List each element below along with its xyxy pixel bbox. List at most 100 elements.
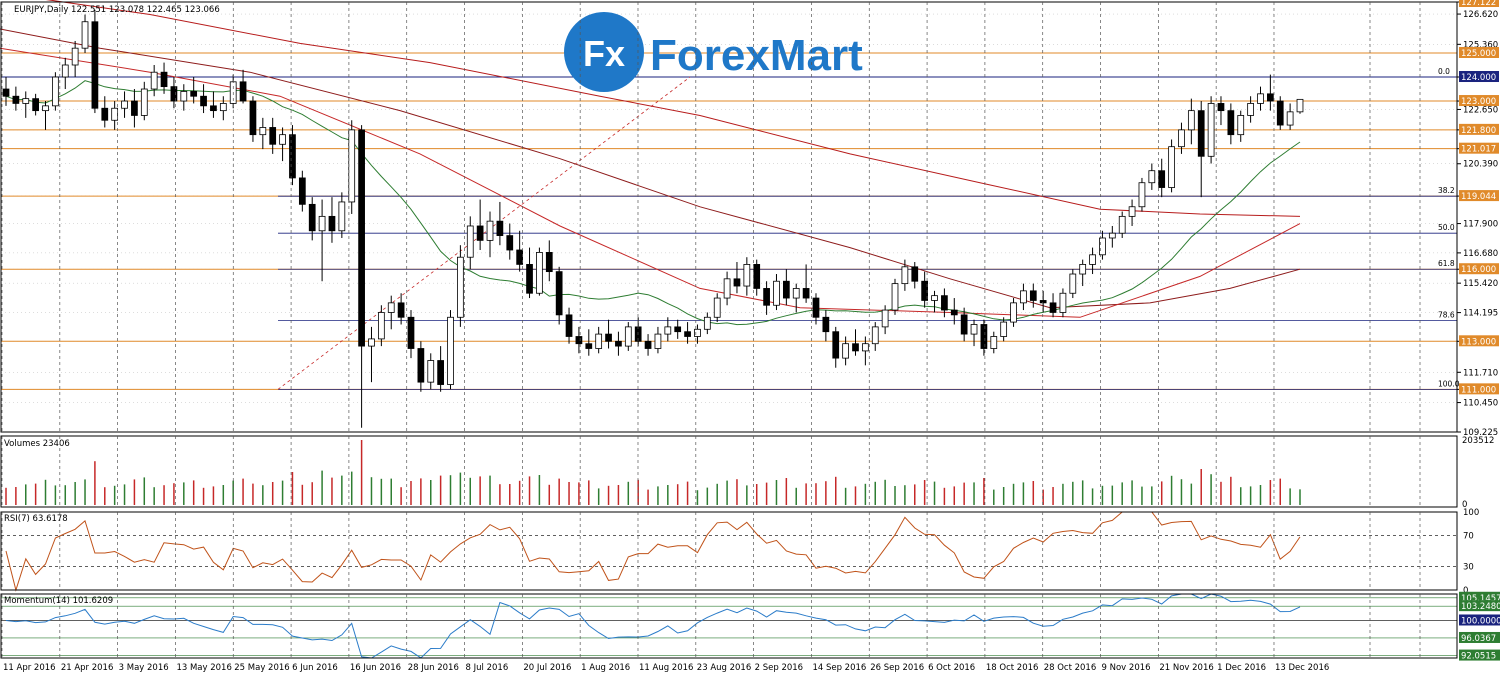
candle-body bbox=[832, 331, 840, 359]
x-tick-label: 11 Aug 2016 bbox=[639, 663, 693, 673]
candle-body bbox=[447, 316, 454, 385]
candle-body bbox=[12, 95, 20, 104]
candle-body bbox=[1296, 98, 1304, 113]
fib-label: 0.0 bbox=[1438, 67, 1450, 76]
candle-body bbox=[338, 201, 346, 232]
candle-body bbox=[506, 235, 514, 251]
fib-label: 38.2 bbox=[1438, 186, 1455, 195]
x-tick-label: 3 May 2016 bbox=[119, 663, 169, 673]
logo-text: ForexMart bbox=[650, 31, 863, 80]
candle-body bbox=[862, 343, 869, 352]
candle-body bbox=[42, 105, 49, 112]
momentum-tag bbox=[1459, 600, 1500, 612]
candle-body bbox=[131, 100, 138, 116]
rsi-tick-label: 30 bbox=[1463, 563, 1474, 573]
candle-body bbox=[1168, 146, 1175, 188]
candle-body bbox=[101, 107, 109, 121]
candle-body bbox=[1118, 215, 1126, 234]
candle-body bbox=[289, 134, 296, 179]
candle-body bbox=[941, 295, 948, 311]
price-pane: 126.620 125.360 124.000 123.000122.650 121.8… bbox=[0, 0, 1499, 438]
candle-body bbox=[980, 324, 988, 349]
price-tick-label: 114.195 bbox=[1463, 309, 1498, 319]
candle-body bbox=[881, 309, 889, 328]
volume-max-label: 203512 bbox=[1462, 436, 1494, 446]
price-tick-label: 122.650 bbox=[1463, 105, 1498, 115]
price-tick-label: 115.420 bbox=[1463, 279, 1498, 289]
rsi-tick-label: 100 bbox=[1463, 508, 1479, 518]
momentum-tag-label: 105.1457 bbox=[1461, 594, 1500, 604]
candle-body bbox=[1138, 182, 1146, 208]
candle-body bbox=[1079, 264, 1087, 275]
candle-body bbox=[210, 105, 217, 112]
candle-body bbox=[595, 333, 603, 349]
level-tag bbox=[1459, 46, 1499, 58]
candle-body bbox=[1069, 273, 1077, 294]
logo-badge-text: Fx bbox=[583, 33, 625, 74]
x-tick-label: 6 Jun 2016 bbox=[292, 663, 338, 673]
candle-body bbox=[1010, 302, 1017, 323]
candle-body bbox=[743, 264, 751, 287]
candle-body bbox=[565, 314, 573, 337]
date-axis: 11 Apr 2016 21 Apr 2016 3 May 2016 13 May 2… bbox=[3, 663, 1329, 673]
level-tag bbox=[1459, 71, 1499, 83]
level-tag-label: 119.044 bbox=[1461, 192, 1496, 202]
candle-body bbox=[555, 271, 563, 316]
candle-body bbox=[190, 91, 198, 97]
candle-body bbox=[466, 225, 474, 258]
candle-body bbox=[1089, 254, 1096, 265]
candle-body bbox=[1128, 206, 1136, 217]
candle-body bbox=[644, 340, 652, 349]
level-tag bbox=[1459, 123, 1499, 135]
candle-body bbox=[496, 220, 504, 236]
candle-body bbox=[1286, 111, 1294, 126]
candle-body bbox=[170, 86, 178, 102]
x-tick-label: 28 Jun 2016 bbox=[408, 663, 459, 673]
price-tick-label: 117.900 bbox=[1463, 220, 1498, 230]
volume-min-label: 0 bbox=[1462, 500, 1467, 510]
candle-body bbox=[950, 309, 958, 316]
candle-body bbox=[1197, 110, 1205, 157]
candle-body bbox=[437, 360, 444, 385]
candle-body bbox=[407, 316, 415, 349]
rsi-line bbox=[5, 511, 1301, 592]
price-tick-label: 110.450 bbox=[1463, 399, 1498, 409]
x-tick-label: 11 Apr 2016 bbox=[3, 663, 56, 673]
x-tick-label: 2 Sep 2016 bbox=[755, 663, 803, 673]
fib-label: 61.8 bbox=[1438, 259, 1455, 268]
candle-body bbox=[713, 297, 721, 318]
candle-body bbox=[970, 324, 978, 335]
candle-body bbox=[2, 88, 10, 97]
candle-body bbox=[368, 338, 375, 347]
x-tick-label: 9 Nov 2016 bbox=[1102, 663, 1151, 673]
candle-body bbox=[91, 21, 99, 109]
x-tick-label: 8 Jul 2016 bbox=[466, 663, 509, 673]
candle-body bbox=[1257, 93, 1264, 104]
candle-body bbox=[624, 326, 632, 347]
price-tick-label: 125.360 bbox=[1463, 40, 1498, 50]
candle-body bbox=[1247, 103, 1254, 116]
candle-body bbox=[733, 278, 741, 287]
candle-body bbox=[802, 288, 810, 299]
logo-badge-circle bbox=[564, 12, 644, 92]
level-tag-label: 125.000 bbox=[1461, 49, 1496, 59]
level-tag bbox=[1459, 0, 1499, 7]
candle-body bbox=[1108, 232, 1116, 239]
candle-body bbox=[259, 127, 267, 136]
momentum-tag-label: 92.0515 bbox=[1461, 652, 1496, 662]
level-tag-label: 116.000 bbox=[1461, 265, 1496, 275]
candle-body bbox=[605, 333, 612, 342]
candle-body bbox=[684, 331, 691, 337]
level-tag-label: 124.000 bbox=[1461, 73, 1496, 83]
candle-body bbox=[1029, 290, 1037, 301]
x-tick-label: 13 May 2016 bbox=[176, 663, 231, 673]
fib-trendline bbox=[277, 76, 691, 390]
candle-body bbox=[111, 107, 119, 121]
candle-body bbox=[664, 326, 672, 335]
candle-body bbox=[348, 129, 356, 203]
candle-body bbox=[52, 76, 59, 107]
candle-body bbox=[575, 336, 583, 345]
candle-body bbox=[1148, 170, 1156, 184]
level-tag bbox=[1459, 383, 1499, 395]
candle-body bbox=[121, 100, 128, 109]
